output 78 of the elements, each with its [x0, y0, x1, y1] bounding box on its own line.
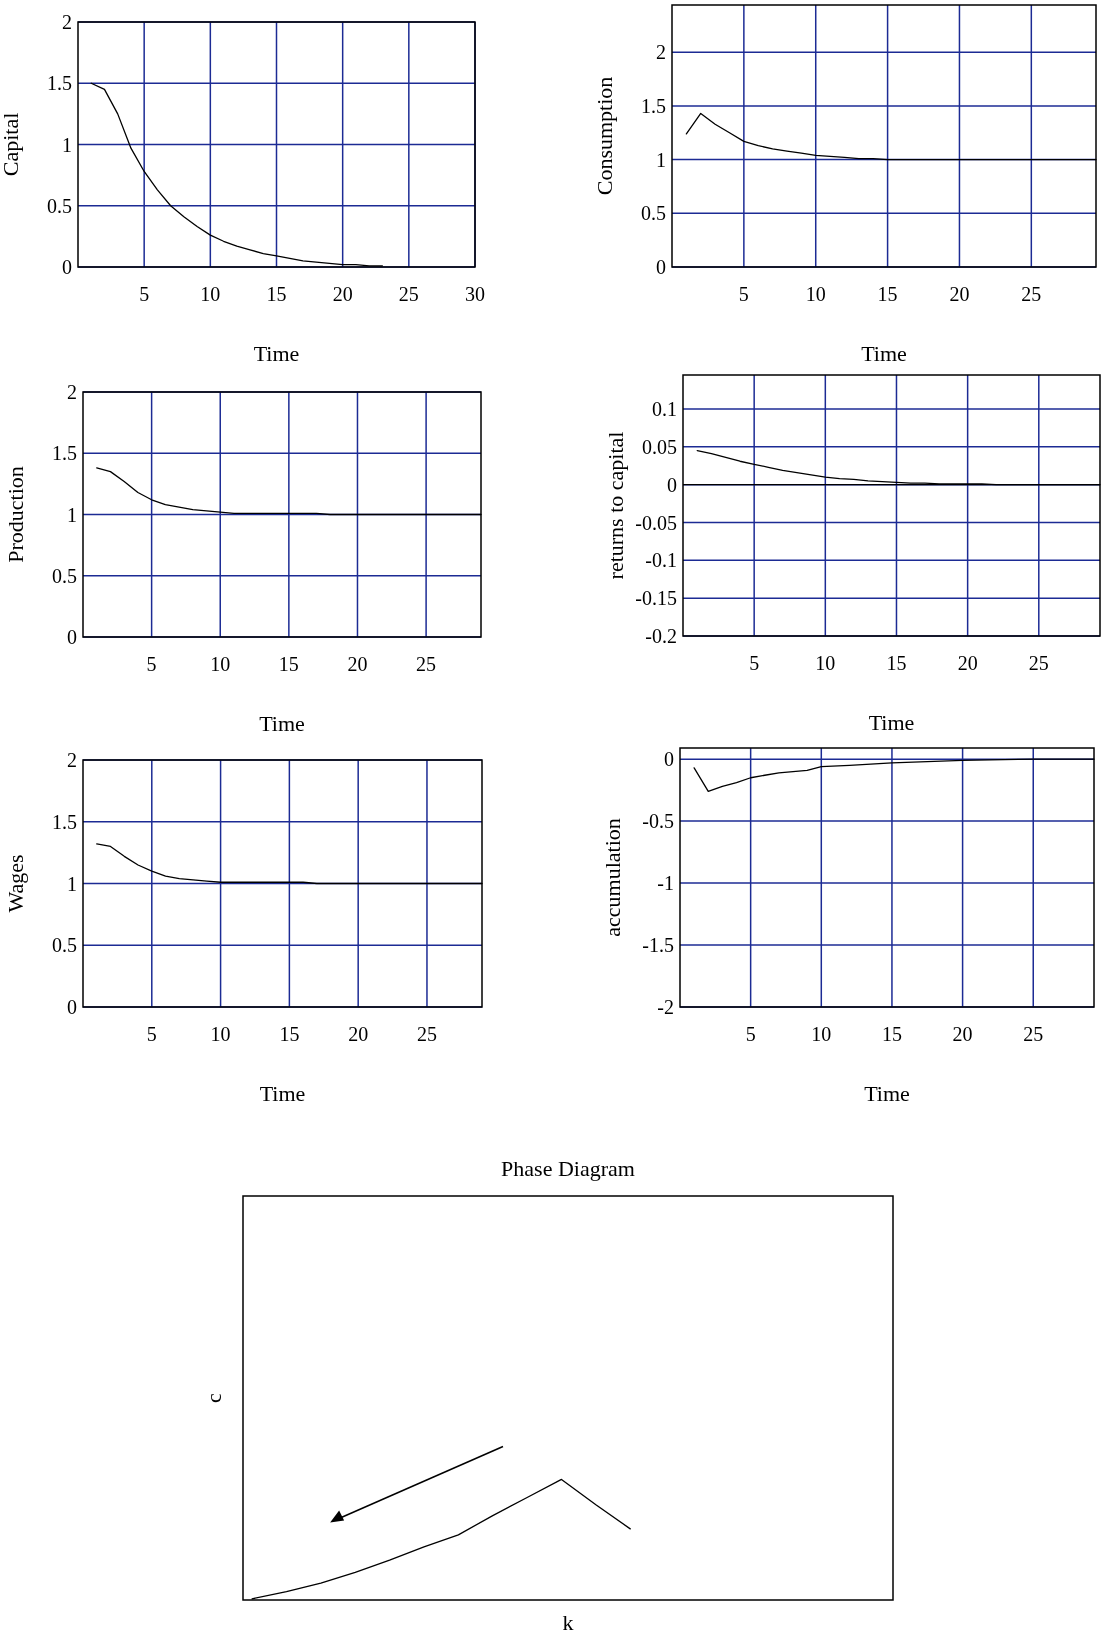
y-tick-label: 2 [67, 749, 77, 771]
x-tick-label: 15 [279, 1023, 300, 1045]
y-tick-label: 1 [656, 148, 666, 171]
y-tick-label: 1 [67, 872, 77, 895]
y-tick-label: 1.5 [641, 94, 666, 117]
x-tick-label: 15 [278, 653, 299, 675]
y-tick-label: 2 [62, 11, 72, 33]
x-tick-label: 5 [146, 1023, 157, 1045]
x-tick-label: 20 [952, 1023, 973, 1045]
y-tick-label: 0 [667, 473, 677, 496]
y-tick-label: 0.05 [642, 435, 677, 458]
y-tick-label: -2 [657, 996, 674, 1018]
y-tick-label: 0 [67, 996, 77, 1018]
x-tick-label: 5 [738, 283, 749, 305]
y-tick-label: 1 [67, 503, 77, 526]
y-tick-label: 0.1 [652, 398, 677, 421]
x-tick-label: 25 [1028, 652, 1049, 674]
y-tick-label: 0 [664, 748, 674, 771]
y-tick-label: -0.2 [645, 625, 677, 647]
x-tick-label: 20 [348, 1023, 369, 1045]
x-tick-label: 20 [347, 653, 368, 675]
y-tick-label: 0 [62, 256, 72, 278]
x-tick-label: 10 [210, 653, 231, 675]
x-axis-title: Time [861, 341, 907, 366]
y-tick-label: -0.5 [642, 810, 674, 833]
x-axis-title: Time [259, 1081, 306, 1106]
x-tick-label: 25 [1023, 1023, 1044, 1045]
x-axis-title: Time [868, 710, 915, 735]
y-tick-label: -1 [657, 872, 674, 895]
x-tick-label: 15 [881, 1023, 902, 1045]
y-axis-title: c [201, 1392, 226, 1403]
y-tick-label: 1.5 [52, 810, 77, 833]
x-tick-label: 20 [957, 652, 978, 674]
x-tick-label: 20 [332, 283, 353, 305]
y-tick-label: 1.5 [47, 72, 72, 95]
y-tick-label: 2 [67, 381, 77, 403]
y-axis-title: Capital [0, 112, 23, 177]
x-tick-label: 10 [200, 283, 221, 305]
x-axis-title: Time [864, 1081, 910, 1106]
y-axis-title: Production [3, 466, 28, 563]
x-tick-label: 25 [416, 1023, 437, 1045]
x-axis-title: Time [259, 711, 305, 736]
y-axis-title: returns to capital [603, 431, 628, 580]
y-axis-title: Consumption [592, 76, 617, 196]
x-tick-label: 5 [146, 653, 157, 675]
y-tick-label: 0 [67, 626, 77, 648]
x-tick-label: 10 [805, 283, 826, 305]
x-axis-title: Time [253, 341, 300, 366]
x-tick-label: 10 [811, 1023, 832, 1045]
y-tick-label: -0.05 [635, 511, 677, 534]
x-tick-label: 15 [266, 283, 287, 305]
y-tick-label: 0.5 [47, 194, 72, 217]
y-tick-label: 2 [656, 41, 666, 64]
y-axis-title: accumulation [600, 818, 625, 937]
y-tick-label: 0.5 [641, 202, 666, 225]
y-tick-label: -0.15 [635, 587, 677, 610]
x-tick-label: 15 [886, 652, 907, 674]
x-tick-label: 10 [210, 1023, 231, 1045]
y-tick-label: 0.5 [52, 564, 77, 587]
y-tick-label: 0.5 [52, 934, 77, 957]
y-tick-label: 0 [656, 256, 666, 278]
chart-title: Phase Diagram [501, 1156, 635, 1181]
x-tick-label: 10 [815, 652, 836, 674]
x-tick-label: 25 [416, 653, 437, 675]
x-tick-label: 25 [398, 283, 419, 305]
y-axis-title: Wages [3, 854, 28, 913]
x-tick-label: 5 [745, 1023, 756, 1045]
x-tick-label: 20 [949, 283, 970, 305]
x-tick-label: 30 [465, 283, 485, 305]
y-tick-label: 1.5 [52, 442, 77, 465]
x-tick-label: 5 [139, 283, 150, 305]
x-tick-label: 15 [877, 283, 898, 305]
y-tick-label: 1 [62, 133, 72, 156]
y-tick-label: -0.1 [645, 549, 677, 572]
x-tick-label: 5 [749, 652, 760, 674]
y-tick-label: -1.5 [642, 934, 674, 957]
x-axis-title: k [562, 1610, 574, 1635]
x-tick-label: 25 [1021, 283, 1042, 305]
